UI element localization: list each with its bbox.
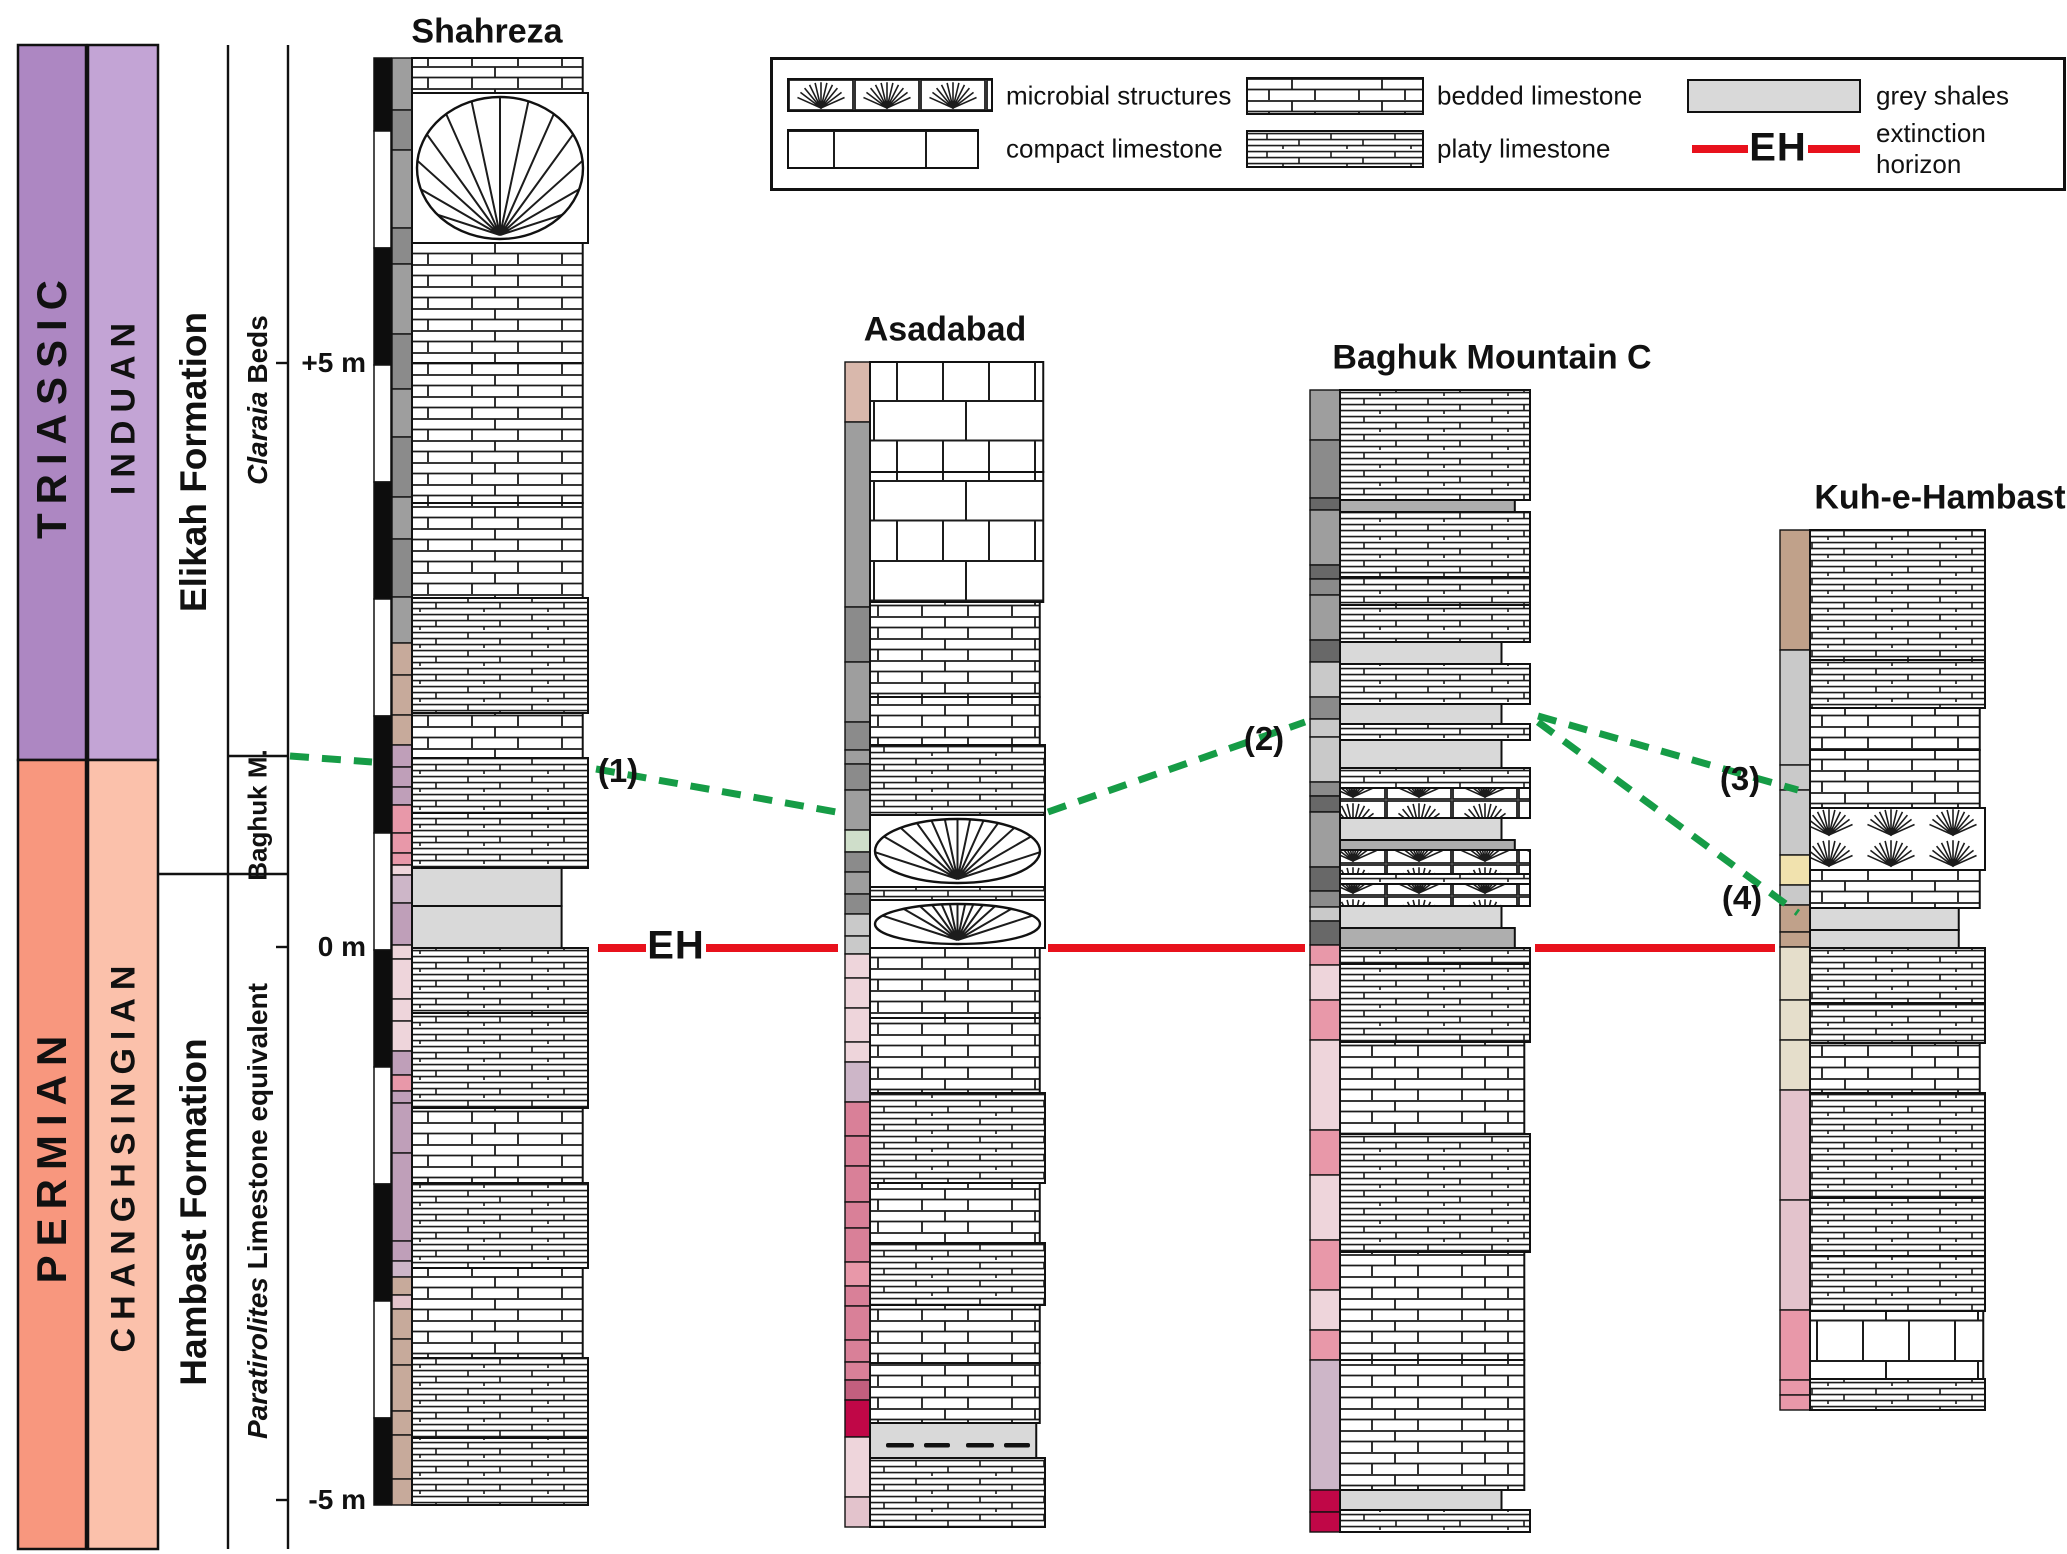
- era-label-triassic: TRIASSIC: [28, 270, 75, 540]
- member-label-baghuk: Baghuk M.: [242, 749, 273, 881]
- formation-label-elikah: Elikah Formation: [173, 311, 214, 613]
- section-title-baghuk-mountain: Baghuk Mountain C: [1332, 338, 1652, 377]
- correlation-label-2: (2): [1243, 720, 1285, 757]
- claraia-rest: Beds: [242, 315, 273, 392]
- correlation-line(4): [1535, 719, 1801, 916]
- legend-box: [770, 57, 2066, 191]
- claraia-italic: Claraia: [242, 391, 273, 485]
- era-label-permian: PERMIAN: [28, 1026, 75, 1284]
- legend-label-extinction: extinction horizon: [1876, 118, 1986, 179]
- legend-label-bedded: bedded limestone: [1437, 80, 1643, 111]
- paratirolites-rest: Limestone equivalent: [242, 983, 273, 1278]
- legend-label-microbial: microbial structures: [1006, 80, 1232, 111]
- legend-label-platy: platy limestone: [1437, 133, 1611, 164]
- paratirolites-italic: Paratirolites: [242, 1277, 273, 1439]
- correlation-label-1: (1): [597, 752, 639, 789]
- section-title-asadabad: Asadabad: [863, 310, 1027, 349]
- stage-label-changhsingian: CHANGHSINGIAN: [104, 957, 143, 1353]
- member-label-paratirolites: Paratirolites Limestone equivalent: [242, 983, 274, 1439]
- legend-eh-symbol: EH: [1749, 125, 1807, 170]
- scale-tick-0m: 0 m: [317, 931, 366, 962]
- correlation-label-4: (4): [1721, 879, 1763, 916]
- correlation-line(2): [1046, 718, 1307, 816]
- stage-label-induan: INDUAN: [104, 314, 143, 496]
- extinction-horizon-label: EH: [647, 923, 705, 968]
- correlation-label-3: (3): [1719, 760, 1761, 797]
- section-title-kuh-e-hambast: Kuh-e-Hambast: [1814, 478, 2066, 517]
- legend-label-grey-shales: grey shales: [1876, 80, 2009, 111]
- legend-label-compact: compact limestone: [1006, 133, 1223, 164]
- section-title-shahreza: Shahreza: [411, 12, 563, 51]
- formation-label-hambast: Hambast Formation: [173, 1038, 214, 1386]
- member-label-claraia-beds: Claraia Beds: [242, 315, 274, 485]
- correlation-line: [289, 752, 373, 766]
- correlation-line(1): [595, 765, 843, 817]
- correlation-line(3): [1537, 712, 1799, 794]
- scale-tick-plus5m: +5 m: [301, 347, 366, 378]
- scale-tick-minus5m: -5 m: [308, 1484, 366, 1515]
